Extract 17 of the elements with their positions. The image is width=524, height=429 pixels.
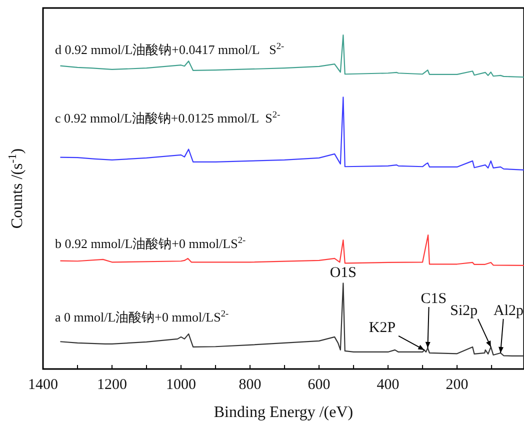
xtick-label: 1400 [28,377,58,393]
annotation: Al2p [494,302,524,319]
xtick-label: 1200 [97,377,127,393]
xtick-label: 400 [376,377,400,393]
series-label: a 0 mmol/L油酸钠+0 mmol/LS$^{2-}$ [55,310,229,325]
annotation: O1S [330,265,357,282]
x-axis-title: Binding Energy /(eV) [214,404,354,421]
series-label: c 0.92 mmol/L油酸钠+0.0125 mmol/L S$^{2-}$ [55,110,280,126]
annotation: C1S [420,290,447,307]
series-label: b 0.92 mmol/L油酸钠+0 mmol/LS$^{2-}$ [55,236,246,251]
xtick-label: 200 [446,377,468,393]
series-label: d 0.92 mmol/L油酸钠+0.0417 mmol/L S$^{2-}$ [55,42,284,57]
xtick-label: 600 [308,377,330,393]
annotation: Si2p [450,302,478,319]
annotation: K2P [368,320,396,336]
xtick-label: 800 [238,377,262,393]
xtick-label: 1000 [166,377,196,393]
